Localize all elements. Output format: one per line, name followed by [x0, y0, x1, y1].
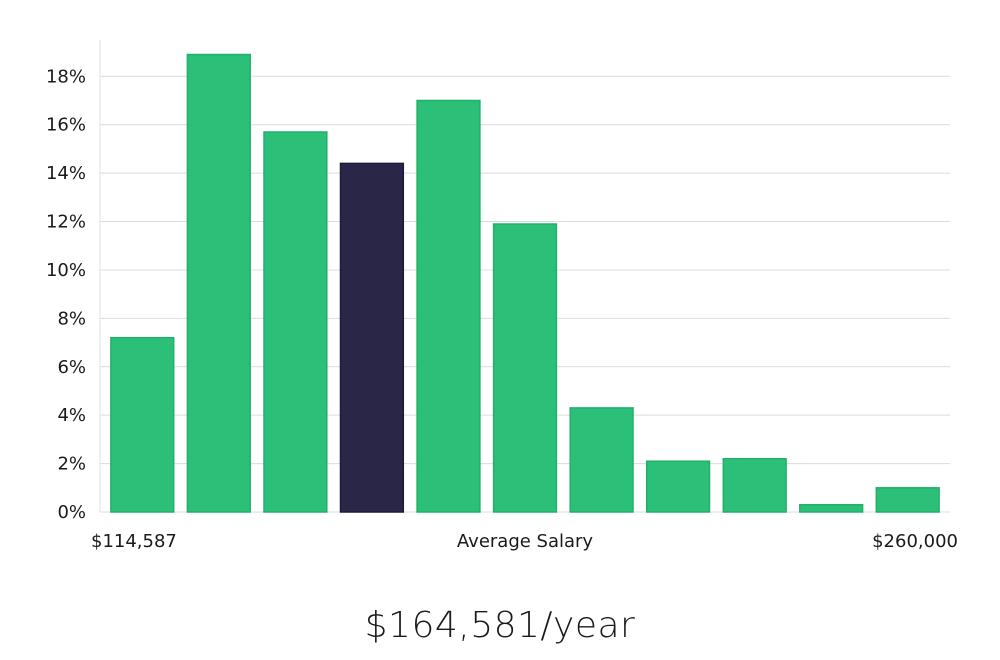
- y-tick-label: 18%: [46, 66, 86, 87]
- histogram-bar: [263, 131, 328, 513]
- x-max-label: $260,000: [872, 531, 958, 552]
- y-tick-label: 14%: [46, 163, 86, 184]
- histogram-bar: [645, 460, 711, 513]
- salary-histogram-chart: 0% 2% 4% 6% 8% 10% 12% 14% 16% 18% $114,587 Avera…: [46, 40, 958, 552]
- y-tick-label: 6%: [57, 357, 86, 378]
- y-tick-label: 0%: [57, 502, 86, 523]
- y-tick-label: 8%: [57, 308, 86, 329]
- histogram-bar: [186, 53, 251, 513]
- histogram-bar: [110, 336, 175, 513]
- histogram-bar-highlighted: [339, 162, 405, 513]
- histogram-bar: [416, 99, 481, 513]
- histogram-bar: [569, 407, 634, 513]
- y-tick-label: 10%: [46, 260, 86, 281]
- histogram-bar: [799, 503, 864, 513]
- x-min-label: $114,587: [91, 531, 177, 552]
- y-tick-label: 2%: [57, 454, 86, 475]
- histogram-bar: [875, 487, 940, 513]
- y-tick-labels: 0% 2% 4% 6% 8% 10% 12% 14% 16% 18%: [46, 66, 86, 523]
- histogram-bar: [492, 223, 558, 513]
- y-tick-label: 12%: [46, 212, 86, 233]
- average-salary-value: $164,581/year: [364, 605, 636, 646]
- y-tick-label: 16%: [46, 115, 86, 136]
- histogram-bars: [110, 53, 940, 513]
- y-tick-label: 4%: [57, 405, 86, 426]
- x-axis-title: Average Salary: [457, 531, 594, 552]
- histogram-bar: [722, 457, 787, 513]
